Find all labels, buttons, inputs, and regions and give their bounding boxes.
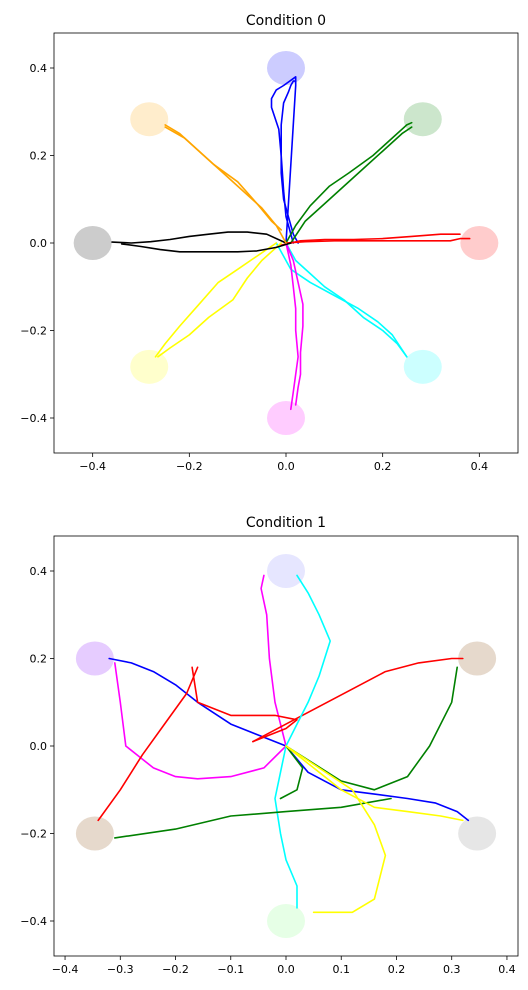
- trajectory-line: [191, 666, 298, 743]
- trajectory-line: [285, 745, 464, 822]
- target-disc: [458, 816, 497, 851]
- y-tick-label: −0.4: [20, 412, 47, 425]
- x-tick-label: 0.4: [498, 963, 516, 976]
- x-tick-label: −0.4: [52, 963, 79, 976]
- x-tick-label: −0.3: [107, 963, 134, 976]
- trajectory-line: [114, 797, 392, 839]
- trajectory-line: [279, 745, 304, 800]
- trajectory-line: [111, 231, 287, 244]
- trajectory-line: [280, 80, 299, 244]
- y-tick-label: −0.4: [20, 915, 47, 928]
- y-tick-label: 0.0: [30, 740, 48, 753]
- trajectory-line: [289, 126, 413, 244]
- x-tick-label: −0.2: [176, 460, 203, 473]
- target-disc: [267, 401, 305, 435]
- target-disc: [130, 349, 169, 384]
- target-disc: [460, 226, 499, 260]
- chart-title: Condition 1: [246, 515, 326, 531]
- trajectory-line: [97, 666, 199, 822]
- trajectory-line: [252, 657, 464, 743]
- y-tick-label: 0.0: [30, 237, 48, 250]
- x-tick-label: 0.2: [374, 460, 392, 473]
- x-tick-label: 0.1: [332, 963, 350, 976]
- trajectory-line: [285, 242, 299, 411]
- y-tick-label: −0.2: [20, 325, 47, 338]
- trajectory-line: [275, 242, 408, 358]
- trajectory-line: [157, 242, 283, 358]
- trajectory-line: [164, 124, 283, 231]
- trajectory-line: [260, 574, 287, 747]
- trajectory-line: [280, 233, 461, 246]
- trajectory-line: [285, 237, 471, 244]
- y-tick-label: −0.2: [20, 828, 47, 841]
- target-disc: [267, 51, 305, 85]
- x-tick-label: 0.2: [388, 963, 406, 976]
- target-disc: [75, 641, 114, 676]
- trajectory-line: [270, 76, 297, 244]
- y-tick-label: 0.4: [30, 565, 48, 578]
- target-disc: [75, 816, 114, 851]
- y-tick-label: 0.2: [30, 150, 48, 163]
- trajectory-line: [285, 745, 470, 822]
- x-tick-label: 0.0: [277, 460, 295, 473]
- trajectory-line: [285, 121, 413, 244]
- chart-panel-condition-1: Condition 1 −0.4 −0.3 −0.2 −0.1 0.0 0.1 0.2 0.3…: [20, 515, 519, 976]
- target-disc: [458, 641, 497, 676]
- target-disc: [267, 554, 305, 588]
- x-tick-label: 0.3: [443, 963, 461, 976]
- trajectory-line: [120, 242, 292, 253]
- target-disc: [403, 349, 442, 384]
- target-disc: [130, 102, 169, 137]
- y-tick-label: 0.2: [30, 653, 48, 666]
- trajectory-line: [274, 745, 298, 909]
- chart-title: Condition 0: [246, 13, 326, 29]
- y-tick-label: 0.4: [30, 62, 48, 75]
- trajectory-line: [154, 242, 278, 358]
- trajectory-line: [114, 662, 287, 780]
- x-tick-label: −0.1: [217, 963, 244, 976]
- target-disc: [403, 102, 442, 137]
- trajectory-line: [285, 574, 332, 747]
- x-tick-label: 0.0: [277, 963, 295, 976]
- trajectory-line: [285, 242, 304, 406]
- x-tick-label: −0.4: [79, 460, 106, 473]
- target-disc: [73, 226, 112, 260]
- chart-panel-condition-0: Condition 0 −0.4 −0.2 0.0 0.2 0.4 −0.4 −0.2 0.0…: [20, 13, 519, 473]
- target-disc: [267, 904, 305, 938]
- x-tick-label: 0.4: [471, 460, 489, 473]
- trajectory-line: [285, 745, 387, 914]
- x-tick-label: −0.2: [162, 963, 189, 976]
